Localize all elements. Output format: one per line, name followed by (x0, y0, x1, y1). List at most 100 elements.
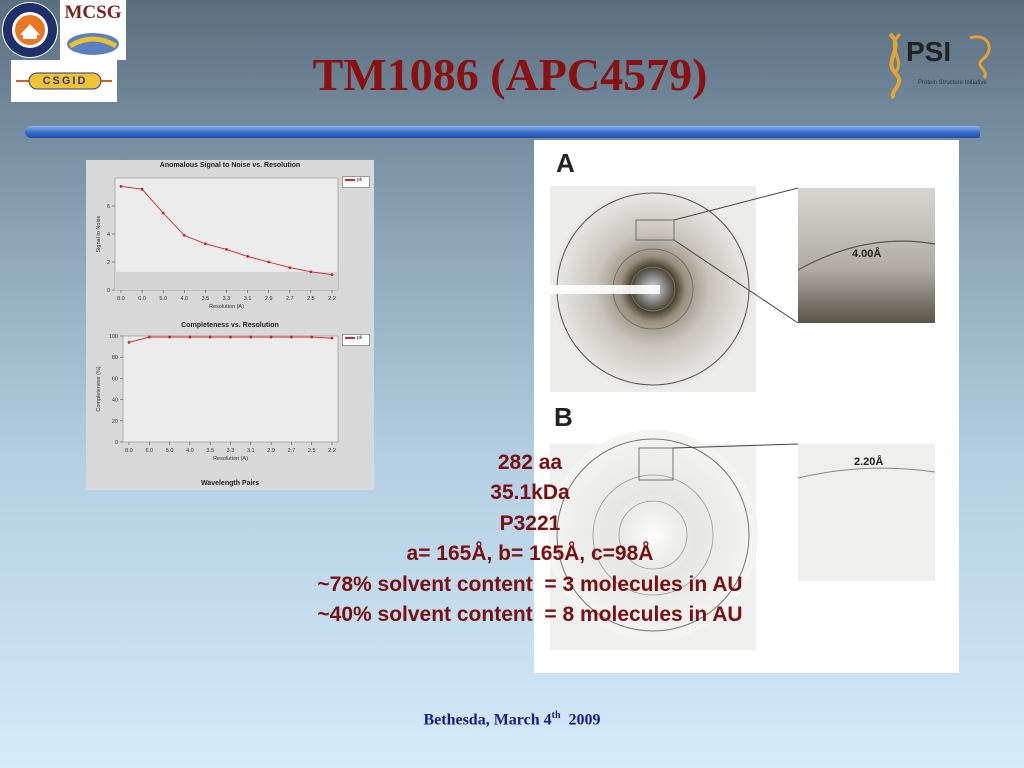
zoom-a-resolution-label: 4.00Å (852, 248, 882, 260)
x-tick-label: 2.2 (328, 296, 336, 302)
completeness-chart: 0 20 40 60 80 100 8.0 6.0 5.0 4.0 3.5 3.3 3.1 2.9 2.7 2… (96, 334, 339, 462)
x-tick-label: 4.0 (186, 448, 194, 454)
y-tick-label: 4 (107, 232, 110, 238)
zoom-b-resolution-label: 2.20Å (854, 456, 884, 468)
y-tick-label: 60 (112, 376, 118, 382)
data-point (267, 260, 271, 264)
y-tick-label: 80 (112, 355, 118, 361)
x-tick-label: 2.2 (328, 448, 336, 454)
x-tick-label: 3.3 (223, 296, 231, 302)
footer-sup: th (551, 710, 561, 721)
x-axis-label: Resolution (A) (209, 304, 244, 310)
y-tick-label: 20 (112, 419, 118, 425)
x-tick-label: 8.0 (117, 296, 125, 302)
mcsg-logo: MCSG (60, 0, 126, 60)
x-tick-label: 2.7 (288, 448, 296, 454)
legend-swatch (345, 336, 355, 339)
data-point (127, 340, 131, 344)
x-tick-label: 3.1 (247, 448, 255, 454)
plot-area (114, 177, 339, 291)
panel-label-b: B (554, 402, 573, 432)
data-point (229, 335, 232, 339)
y-axis-label: Completeness (%) (96, 366, 102, 411)
data-point (288, 266, 292, 269)
data-point (208, 335, 212, 339)
info-line-solvent-40: ~40% solvent content = 8 molecules in AU (317, 603, 743, 627)
diffraction-panel: A B (534, 140, 959, 673)
panel-label-a: A (556, 148, 575, 178)
psi-lettering: PSI (906, 36, 952, 67)
psi-logo: PSI Protein Structure Initiative (878, 30, 1010, 100)
x-tick-label: 2.7 (286, 296, 294, 302)
data-point (188, 335, 192, 339)
info-line-mass: 35.1kDa (490, 481, 570, 505)
x-tick-label: 3.3 (227, 448, 235, 454)
chart-1-legend: pk (342, 176, 370, 188)
csgid-lettering: CSGID (42, 75, 88, 87)
x-tick-label: 3.5 (202, 296, 210, 302)
data-point (310, 335, 314, 339)
plot-area (122, 335, 339, 443)
legend-label: pk (357, 335, 363, 341)
footer-year: 2009 (560, 711, 601, 729)
data-point (147, 335, 151, 339)
data-point (182, 234, 186, 237)
x-tick-label: 2.5 (307, 296, 315, 302)
data-point (309, 270, 313, 274)
info-line-spacegroup: P3221 (499, 511, 561, 535)
x-tick-label: 3.5 (206, 448, 214, 454)
data-point (119, 185, 123, 188)
info-line-solvent-78: ~78% solvent content = 3 molecules in AU (317, 572, 743, 596)
data-point (290, 335, 293, 339)
y-tick-label: 0 (115, 440, 118, 446)
snr-chart: 0 2 4 6 8.0 6.0 5.0 4.0 3.5 3.3 3.1 2.9 2.7 2.5 2.2 Res… (96, 177, 339, 310)
x-tick-label: 2.5 (308, 448, 316, 454)
x-tick-label: 3.1 (244, 296, 252, 302)
x-tick-label: 4.0 (180, 296, 188, 302)
diffraction-images (548, 186, 936, 650)
x-axis-label: Resolution (A) (213, 456, 248, 462)
data-point (269, 335, 273, 339)
data-point (168, 335, 171, 339)
chart-2-title: Completeness vs. Resolution (181, 322, 279, 329)
psi-subtitle: Protein Structure Initiative (918, 80, 987, 86)
y-axis-label: Signal to Noise (96, 216, 102, 253)
data-point (225, 248, 228, 251)
x-tick-label: 2.9 (267, 448, 275, 454)
data-point (140, 187, 144, 191)
title-underline-bar (25, 126, 980, 138)
data-point (204, 242, 207, 246)
slide-footer: Bethesda, March 4th 2009 (300, 710, 724, 729)
info-line-aa: 282 aa (497, 451, 563, 474)
chart-2-footer: Wavelength Pairs (200, 480, 260, 487)
x-tick-label: 6.0 (138, 296, 146, 302)
data-point (330, 273, 334, 276)
x-tick-label: 5.0 (159, 296, 167, 302)
data-point (161, 211, 165, 215)
legend-swatch (345, 178, 355, 181)
y-tick-label: 0 (107, 288, 110, 294)
threshold-band (115, 271, 338, 290)
protein-info-block: 282 aa 35.1kDa P3221 a= 165Å, b= 165Å, c… (250, 448, 810, 630)
chart-1-title: Anomalous Signal to Noise vs. Resolution (159, 162, 301, 169)
info-line-cell: a= 165Å, b= 165Å, c=98Å (406, 542, 654, 566)
chart-panel: Anomalous Signal to Noise vs. Resolution… (86, 160, 374, 490)
mcsg-lettering: MCSG (64, 2, 122, 23)
x-tick-label: 8.0 (125, 448, 133, 454)
data-point (246, 255, 250, 258)
y-tick-label: 40 (112, 398, 118, 404)
slide-title: TM1086 (APC4579) (312, 49, 708, 100)
data-point (249, 335, 253, 339)
legend-label: pk (357, 177, 363, 183)
footer-text: Bethesda, March 4 (423, 711, 552, 729)
x-tick-label: 2.9 (265, 296, 273, 302)
y-tick-label: 2 (107, 260, 110, 266)
x-tick-label: 6.0 (145, 448, 153, 454)
x-tick-label: 5.0 (166, 448, 174, 454)
y-tick-label: 100 (109, 334, 118, 340)
chart-2-legend: pk (342, 334, 370, 346)
data-point (330, 336, 334, 340)
csgid-logo: CSGID (11, 60, 117, 102)
y-tick-label: 6 (107, 204, 110, 210)
university-of-virginia-logo (2, 2, 58, 58)
